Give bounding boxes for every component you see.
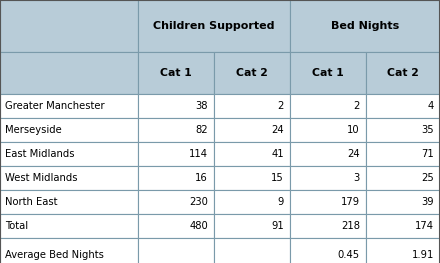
Text: 174: 174 <box>415 221 434 231</box>
Text: 3: 3 <box>354 173 360 183</box>
Text: Total: Total <box>5 221 28 231</box>
Bar <box>214 214 290 238</box>
Bar <box>0 166 138 190</box>
Bar <box>138 238 214 263</box>
Bar <box>290 142 366 166</box>
Bar <box>214 142 290 166</box>
Bar <box>290 118 366 142</box>
Bar <box>366 142 440 166</box>
Text: 9: 9 <box>278 197 284 207</box>
Text: Greater Manchester: Greater Manchester <box>5 101 105 111</box>
Bar <box>214 190 290 214</box>
Text: 1.91: 1.91 <box>412 250 434 260</box>
Text: 39: 39 <box>422 197 434 207</box>
Bar <box>290 190 366 214</box>
Bar <box>0 52 138 94</box>
Bar <box>138 52 214 94</box>
Bar <box>290 238 366 263</box>
Text: 15: 15 <box>271 173 284 183</box>
Text: 91: 91 <box>271 221 284 231</box>
Text: 218: 218 <box>341 221 360 231</box>
Text: 24: 24 <box>271 125 284 135</box>
Text: Cat 1: Cat 1 <box>160 68 192 78</box>
Text: 179: 179 <box>341 197 360 207</box>
Text: Bed Nights: Bed Nights <box>331 21 399 31</box>
Bar <box>0 238 138 263</box>
Bar <box>366 238 440 263</box>
Bar <box>0 94 138 118</box>
Text: Cat 1: Cat 1 <box>312 68 344 78</box>
Text: 10: 10 <box>347 125 360 135</box>
Text: Merseyside: Merseyside <box>5 125 62 135</box>
Bar <box>138 0 290 52</box>
Text: 35: 35 <box>422 125 434 135</box>
Text: 16: 16 <box>195 173 208 183</box>
Text: 114: 114 <box>189 149 208 159</box>
Bar <box>366 52 440 94</box>
Text: East Midlands: East Midlands <box>5 149 74 159</box>
Text: Children Supported: Children Supported <box>153 21 275 31</box>
Bar <box>138 166 214 190</box>
Text: West Midlands: West Midlands <box>5 173 77 183</box>
Bar <box>214 94 290 118</box>
Bar <box>366 190 440 214</box>
Text: 2: 2 <box>278 101 284 111</box>
Bar <box>138 118 214 142</box>
Bar <box>290 214 366 238</box>
Text: Average Bed Nights: Average Bed Nights <box>5 250 104 260</box>
Text: 38: 38 <box>195 101 208 111</box>
Bar <box>214 118 290 142</box>
Text: Cat 2: Cat 2 <box>236 68 268 78</box>
Bar <box>0 214 138 238</box>
Bar <box>138 94 214 118</box>
Bar <box>290 94 366 118</box>
Bar <box>366 166 440 190</box>
Bar <box>0 0 138 52</box>
Bar <box>366 214 440 238</box>
Text: North East: North East <box>5 197 58 207</box>
Bar <box>290 166 366 190</box>
Text: 25: 25 <box>421 173 434 183</box>
Text: 24: 24 <box>347 149 360 159</box>
Bar <box>138 142 214 166</box>
Bar <box>214 52 290 94</box>
Text: 0.45: 0.45 <box>338 250 360 260</box>
Bar <box>290 52 366 94</box>
Bar <box>290 0 440 52</box>
Bar <box>366 94 440 118</box>
Bar <box>0 190 138 214</box>
Bar <box>0 142 138 166</box>
Text: 4: 4 <box>428 101 434 111</box>
Bar <box>366 118 440 142</box>
Bar <box>138 190 214 214</box>
Text: Cat 2: Cat 2 <box>387 68 419 78</box>
Bar <box>214 238 290 263</box>
Text: 71: 71 <box>421 149 434 159</box>
Text: 82: 82 <box>195 125 208 135</box>
Bar <box>138 214 214 238</box>
Text: 480: 480 <box>189 221 208 231</box>
Text: 41: 41 <box>271 149 284 159</box>
Text: 230: 230 <box>189 197 208 207</box>
Text: 2: 2 <box>354 101 360 111</box>
Bar <box>0 118 138 142</box>
Bar <box>214 166 290 190</box>
